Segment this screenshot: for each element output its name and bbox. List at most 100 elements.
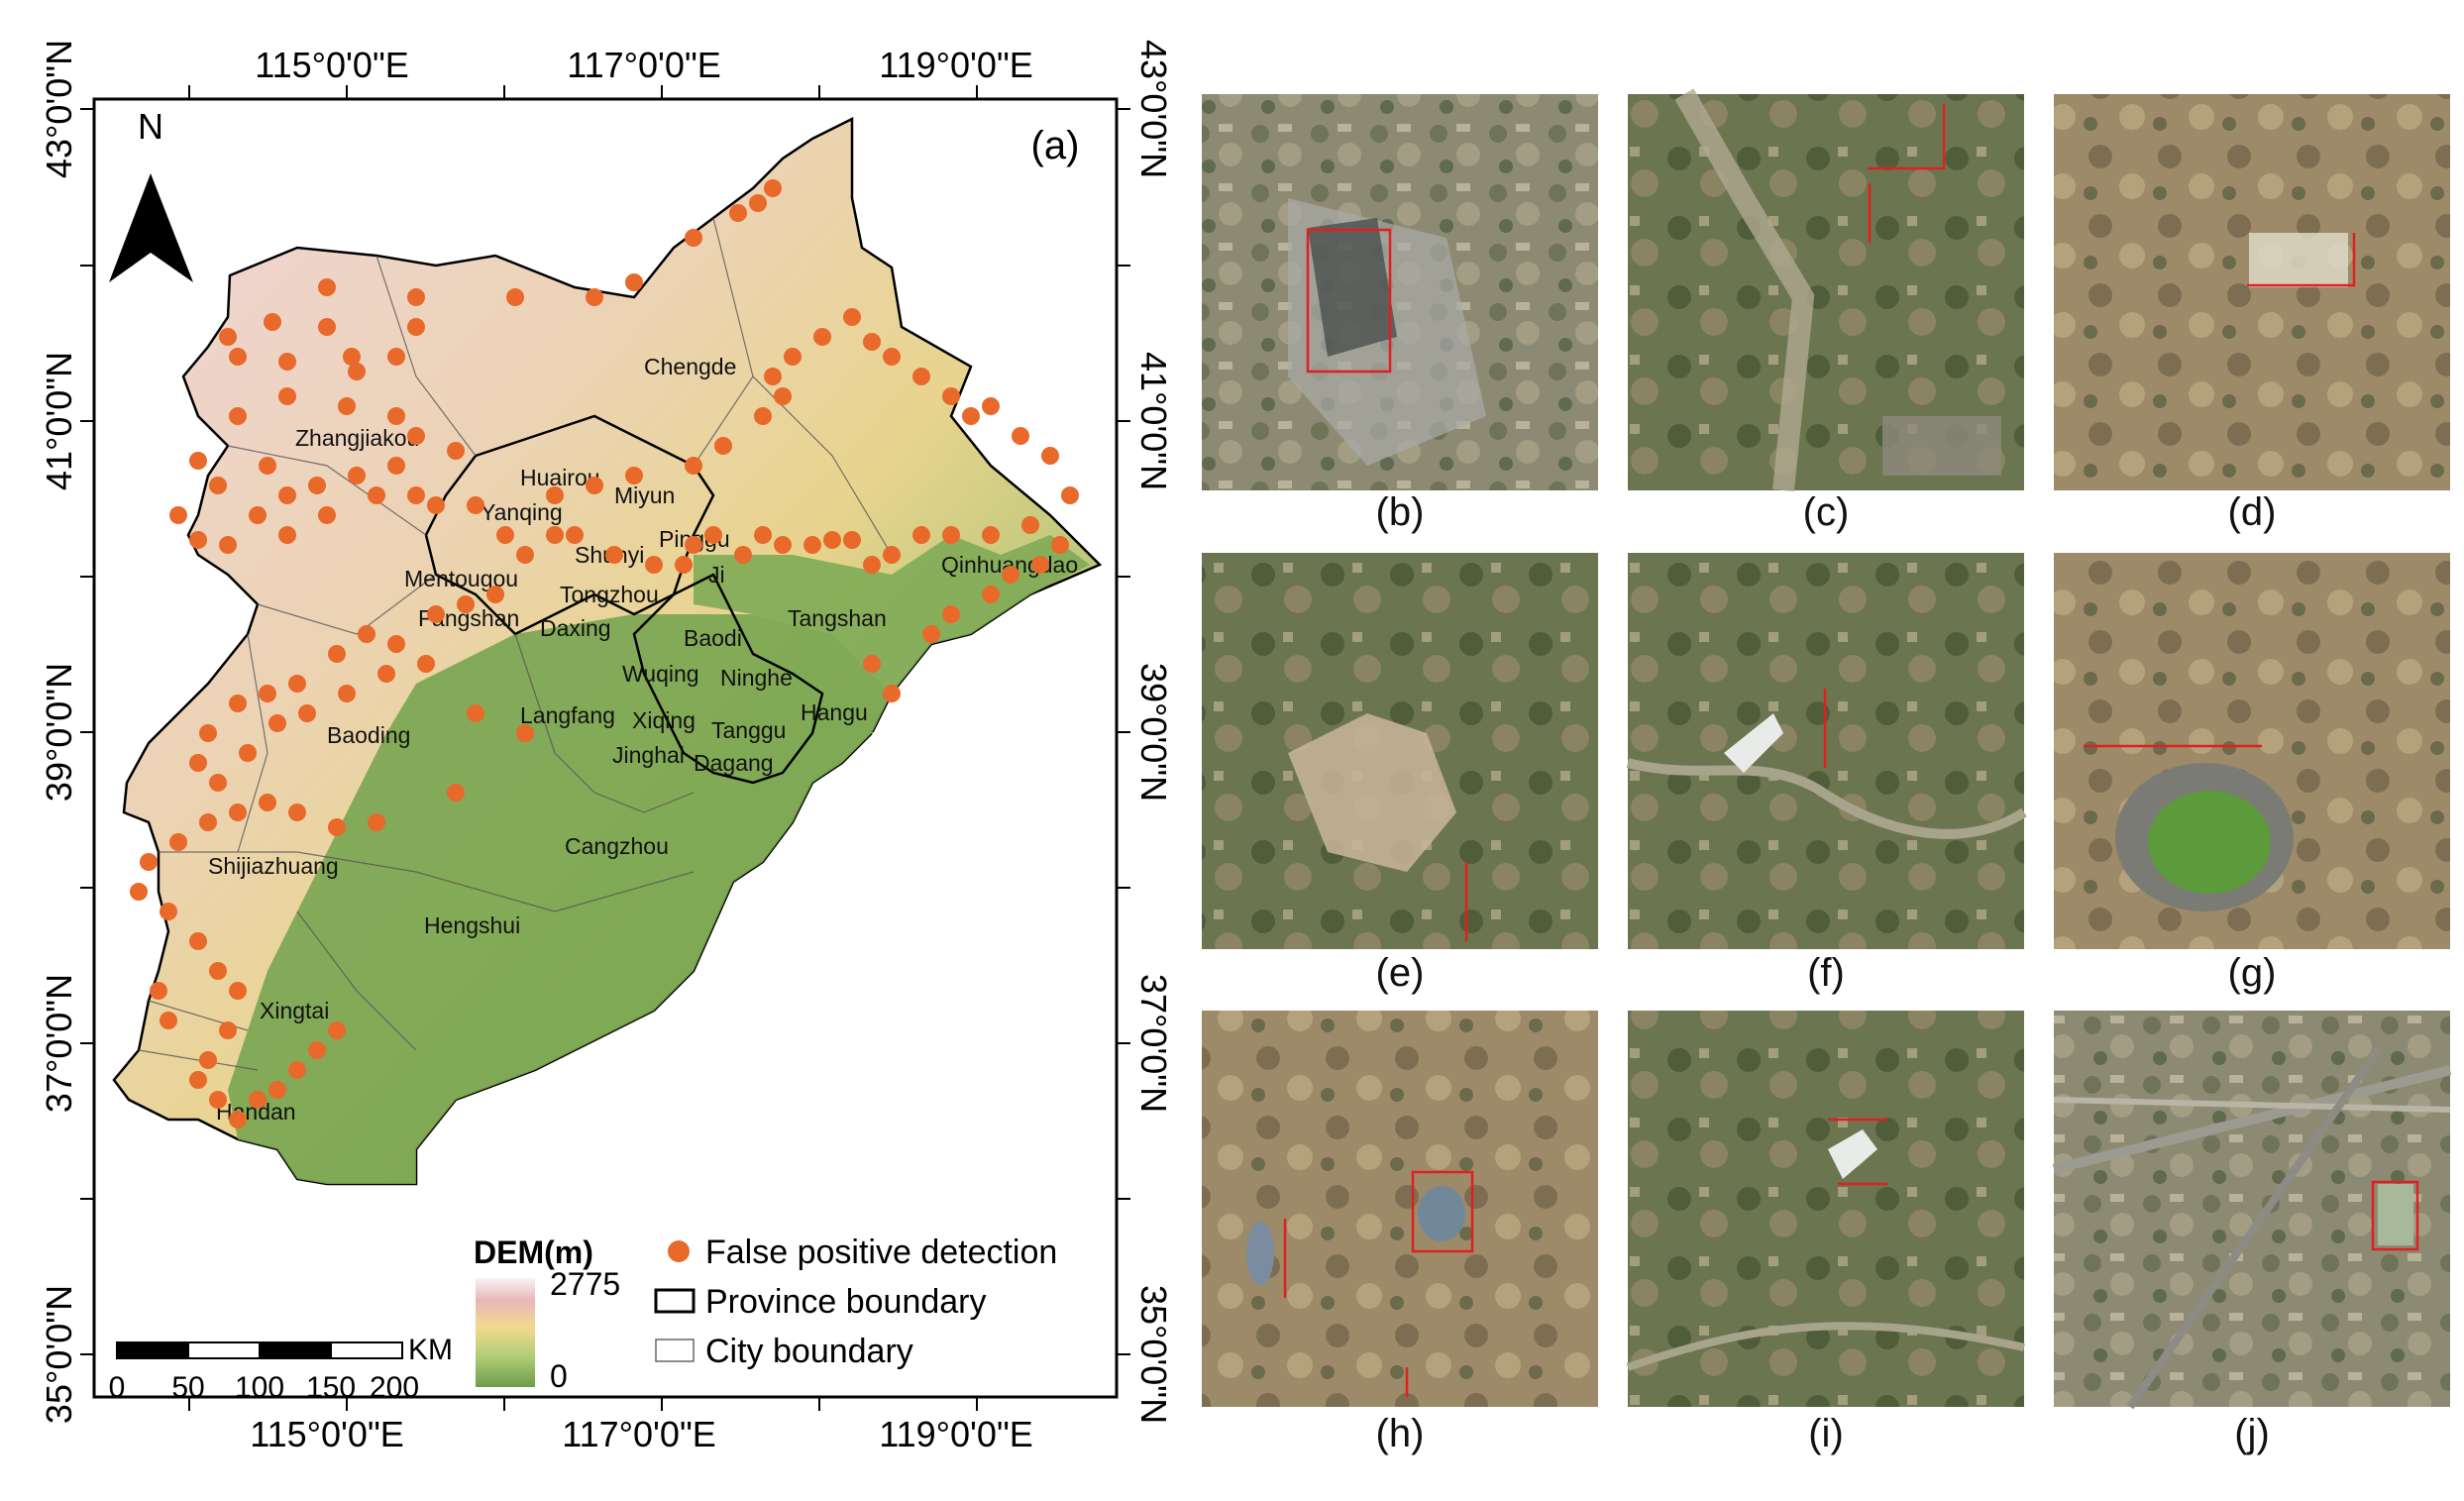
false-positive-point: [1002, 566, 1019, 584]
false-positive-point: [249, 1091, 267, 1109]
false-positive-point: [387, 407, 405, 425]
false-positive-point: [1012, 427, 1029, 445]
false-positive-point: [546, 526, 564, 544]
false-positive-point: [586, 288, 603, 306]
lat-label-right-35: 35°0'0"N: [1133, 1285, 1174, 1424]
false-positive-point: [863, 333, 881, 351]
false-positive-point: [645, 556, 663, 574]
city-label: Tongzhou: [560, 582, 659, 607]
satellite-image-h: [1202, 1011, 1598, 1407]
panel-i: (i): [1626, 1011, 2025, 1455]
false-positive-point: [962, 407, 980, 425]
plain-region: [228, 614, 892, 1184]
lon-label-bottom-117: 117°0'0"E: [562, 1414, 716, 1454]
false-positive-point: [308, 477, 326, 494]
lat-label-left-43: 43°0'0"N: [39, 40, 79, 178]
false-positive-point: [377, 665, 395, 683]
legend: DEM(m) 2775 0 False positive detection P…: [474, 1233, 1057, 1394]
false-positive-point: [863, 556, 881, 574]
false-positive-point: [387, 635, 405, 653]
false-positive-point: [734, 546, 752, 564]
false-positive-point: [160, 903, 177, 920]
false-positive-point: [407, 288, 425, 306]
lat-label-left-37: 37°0'0"N: [39, 974, 79, 1113]
scale-tick: 50: [171, 1371, 204, 1404]
false-positive-point: [605, 546, 623, 564]
false-positive-point: [982, 586, 1000, 603]
false-positive-point: [298, 704, 316, 722]
panel-f: (f): [1626, 553, 2027, 995]
false-positive-point: [239, 744, 257, 762]
false-positive-point: [516, 546, 534, 564]
panel-e: (e): [1202, 553, 1598, 995]
city-label: Hangu: [801, 699, 868, 725]
false-positive-point: [169, 506, 187, 524]
false-positive-point: [427, 605, 445, 623]
satellite-panels: (b) (c) (d) (e) (f): [1202, 88, 2452, 1455]
beijing-boundary: [424, 414, 715, 636]
false-positive-point: [813, 328, 831, 346]
false-positive-point: [883, 348, 901, 366]
city-label: Miyun: [614, 482, 675, 508]
false-positive-point: [942, 605, 960, 623]
false-positive-point: [685, 229, 702, 247]
north-arrow-label: N: [138, 106, 163, 147]
false-positive-point: [675, 556, 693, 574]
false-positive-point: [140, 853, 158, 871]
false-positive-point: [774, 536, 792, 554]
false-positive-point: [714, 437, 732, 455]
city-label: Ji: [708, 562, 725, 588]
false-positive-point: [278, 387, 296, 405]
false-positive-point: [278, 353, 296, 371]
panel-caption-h: (h): [1376, 1412, 1425, 1455]
false-positive-point: [259, 794, 276, 811]
false-positive-point: [625, 273, 643, 291]
false-positive-point: [685, 457, 702, 475]
scale-bar: KM 0 50 100 150 200: [109, 1334, 453, 1404]
false-positive-point: [318, 318, 336, 336]
false-positive-point: [407, 486, 425, 504]
panel-c: (c): [1628, 88, 2024, 534]
false-positive-point: [189, 932, 207, 950]
false-positive-point: [130, 883, 148, 901]
false-positive-point: [774, 387, 792, 405]
false-positive-point: [368, 813, 385, 831]
map-panel: 115°0'0"E 117°0'0"E 119°0'0"E 115°0'0"E …: [39, 40, 1174, 1454]
false-positive-point: [348, 363, 366, 380]
false-positive-point: [219, 328, 237, 346]
false-positive-point: [387, 348, 405, 366]
point-legend-icon: [668, 1240, 690, 1262]
false-positive-point: [447, 784, 465, 802]
false-positive-point: [219, 1021, 237, 1039]
false-positive-point: [268, 1081, 286, 1099]
city-boundary-legend-icon: [655, 1339, 695, 1362]
tianjin-boundary: [632, 573, 824, 785]
false-positive-point: [199, 813, 217, 831]
panel-caption-e: (e): [1376, 951, 1425, 995]
city-label: Yanqing: [481, 499, 563, 525]
false-positive-point: [912, 368, 930, 385]
false-positive-point: [754, 407, 772, 425]
false-positive-point: [278, 486, 296, 504]
point-legend-label: False positive detection: [705, 1233, 1057, 1271]
false-positive-point: [1031, 556, 1049, 574]
map-frame-ticks: [80, 85, 1130, 1411]
scale-tick: 150: [306, 1371, 356, 1404]
panel-caption-d: (d): [2228, 490, 2277, 534]
panel-g: (g): [2054, 553, 2450, 995]
city-legend-label: City boundary: [705, 1333, 913, 1370]
false-positive-point: [160, 1012, 177, 1029]
scale-bar-unit: KM: [408, 1334, 453, 1366]
lon-label-top-117: 117°0'0"E: [567, 45, 721, 85]
city-label: Tangshan: [788, 605, 887, 631]
city-label: Tanggu: [711, 717, 786, 743]
false-positive-point: [1061, 486, 1079, 504]
coastal-plain: [694, 535, 1090, 694]
false-positive-point: [209, 477, 227, 494]
panel-h: (h): [1202, 1011, 1598, 1455]
false-positive-point: [288, 1061, 306, 1079]
lat-label-right-41: 41°0'0"N: [1133, 352, 1174, 490]
city-label: Xingtai: [260, 998, 329, 1023]
false-positive-point: [189, 452, 207, 470]
false-positive-point: [264, 313, 281, 331]
